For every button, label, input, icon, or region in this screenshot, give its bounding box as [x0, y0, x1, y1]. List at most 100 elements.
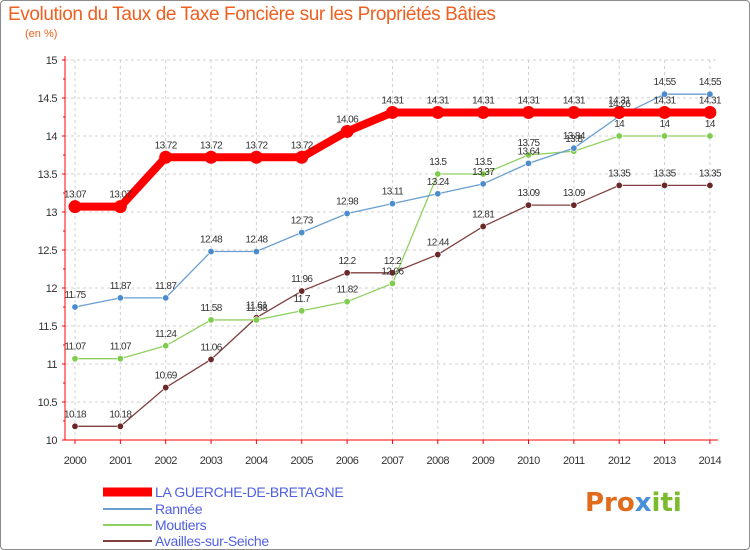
data-label: 13.35: [654, 168, 677, 179]
series-point-0: [249, 150, 263, 164]
data-label: 12.2: [384, 256, 402, 267]
series-point-3: [706, 181, 714, 189]
x-tick-label: 2002: [154, 455, 177, 467]
series-point-3: [388, 269, 396, 277]
data-label: 14.55: [699, 77, 722, 88]
series-point-2: [343, 298, 351, 306]
data-label: 11.58: [246, 303, 268, 314]
logo-part-1: Pro: [585, 488, 635, 518]
y-tick-label: 15: [46, 55, 58, 67]
x-tick-label: 2005: [291, 455, 314, 467]
data-label: 13.09: [563, 188, 586, 199]
data-label: 14.31: [381, 95, 404, 106]
series-point-2: [434, 170, 442, 178]
series-point-1: [434, 190, 442, 198]
y-tick-label: 14.5: [38, 93, 58, 105]
x-tick-label: 2011: [563, 455, 585, 467]
x-tick-label: 2000: [64, 455, 87, 467]
series-point-3: [615, 181, 623, 189]
data-label: 12.44: [427, 238, 450, 249]
series-point-1: [207, 248, 215, 256]
data-label: 11.07: [64, 342, 86, 353]
series-point-1: [252, 248, 260, 256]
data-label: 11.82: [336, 285, 358, 296]
y-tick-label: 13: [46, 207, 58, 219]
data-label: 13.35: [699, 168, 722, 179]
series-point-3: [116, 422, 124, 430]
series-point-1: [298, 229, 306, 237]
series-point-1: [706, 90, 714, 98]
data-label: 13.75: [517, 138, 540, 149]
data-label: 13.09: [517, 188, 540, 199]
y-tick-label: 11.5: [38, 321, 57, 333]
data-label: 14.31: [517, 95, 540, 106]
data-label: 13.8: [565, 134, 583, 145]
series-point-1: [524, 159, 532, 167]
series-point-2: [524, 151, 532, 159]
data-label: 13.5: [429, 157, 447, 168]
data-label: 12.48: [200, 235, 223, 246]
data-label: 13.07: [64, 190, 87, 201]
data-label: 11.87: [110, 281, 132, 292]
data-label: 14.31: [654, 95, 677, 106]
data-label: 10.18: [64, 409, 87, 420]
series-point-0: [612, 105, 626, 119]
data-label: 13.84: [563, 131, 586, 142]
legend-label: LA GUERCHE-DE-BRETAGNE: [155, 484, 343, 500]
y-tick-label: 13.5: [38, 169, 58, 181]
series-point-0: [204, 150, 218, 164]
data-labels: 13.07 13.07 13.72 13.72 13.72 13.72 14.06 14.31…: [64, 77, 723, 420]
series-point-0: [385, 105, 399, 119]
series-point-3: [661, 181, 669, 189]
data-label: 14.31: [608, 95, 631, 106]
series-point-0: [431, 105, 445, 119]
series-point-1: [479, 180, 487, 188]
series-point-3: [479, 222, 487, 230]
legend-label: Rannée: [155, 501, 203, 517]
data-label: 13.72: [200, 140, 223, 151]
series-point-2: [207, 316, 215, 324]
series-point-1: [388, 200, 396, 208]
data-label: 14: [614, 119, 625, 130]
data-label: 14.31: [699, 95, 722, 106]
series-point-2: [252, 316, 260, 324]
x-tick-label: 2009: [472, 455, 495, 467]
data-label: 13.35: [608, 168, 631, 179]
data-label: 12.98: [336, 197, 359, 208]
data-label: 12.48: [245, 235, 268, 246]
series-point-1: [343, 210, 351, 218]
series-point-0: [68, 200, 82, 214]
data-label: 13.37: [472, 167, 495, 178]
chart-title: Evolution du Taux de Taxe Foncière sur l…: [8, 4, 496, 25]
data-label: 13.72: [291, 140, 314, 151]
series-point-2: [162, 342, 170, 350]
legend-label: Moutiers: [155, 517, 207, 533]
data-label: 14.31: [472, 95, 495, 106]
data-label: 14: [705, 119, 716, 130]
x-tick-label: 2004: [245, 455, 268, 467]
data-label: 10.69: [155, 371, 178, 382]
series-point-1: [116, 294, 124, 302]
x-tick-label: 2001: [109, 455, 132, 467]
data-label: 13.5: [475, 157, 493, 168]
y-axis-unit: (en %): [25, 28, 58, 40]
series-point-2: [298, 307, 306, 315]
series-point-3: [343, 269, 351, 277]
x-tick-label: 2003: [200, 455, 223, 467]
series-points: [68, 90, 717, 430]
series-point-2: [661, 132, 669, 140]
data-label: 14.06: [336, 114, 359, 125]
series-point-2: [479, 170, 487, 178]
data-label: 11.87: [155, 281, 177, 292]
series-point-1: [570, 144, 578, 152]
logo-part-2: x: [634, 488, 652, 518]
y-tick-label: 12: [46, 283, 58, 295]
series-point-3: [162, 384, 170, 392]
series-point-3: [570, 201, 578, 209]
series-point-0: [113, 200, 127, 214]
data-label: 11.61: [246, 301, 268, 312]
data-label: 14.31: [563, 95, 586, 106]
data-label: 11.58: [200, 303, 222, 314]
data-label: 12.2: [339, 256, 357, 267]
series-point-3: [524, 201, 532, 209]
